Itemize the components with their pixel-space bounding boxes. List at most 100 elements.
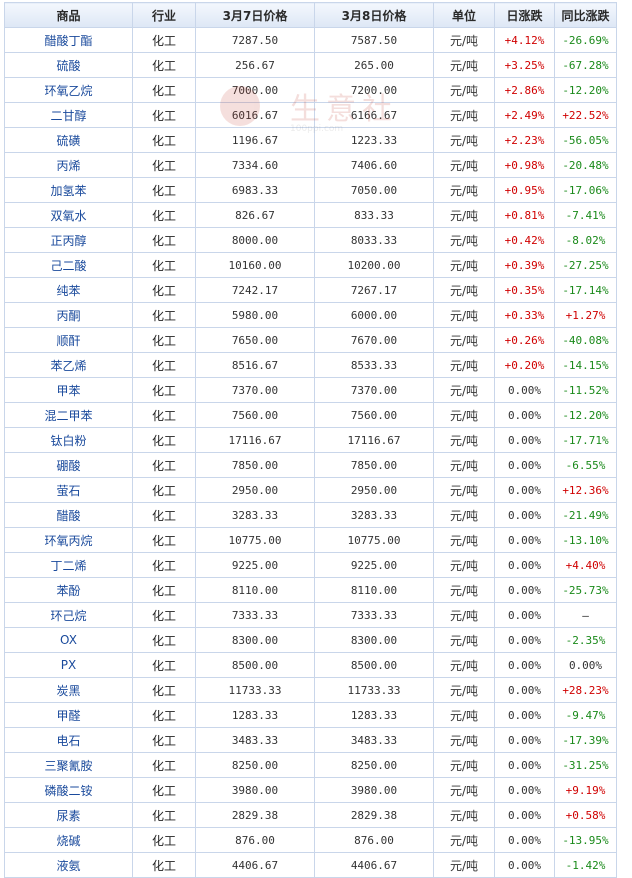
price-mar7: 5980.00: [195, 302, 315, 328]
product-name[interactable]: 环氧丙烷: [4, 527, 133, 553]
price-mar7: 7850.00: [195, 452, 315, 478]
daily-change: +0.81%: [494, 202, 555, 228]
industry-cell: 化工: [132, 152, 196, 178]
product-name[interactable]: 硫酸: [4, 52, 133, 78]
price-mar8: 17116.67: [314, 427, 434, 453]
daily-change: +4.12%: [494, 27, 555, 53]
daily-change: +0.33%: [494, 302, 555, 328]
product-name[interactable]: 硼酸: [4, 452, 133, 478]
table-row: 纯苯 化工 7242.17 7267.17 元/吨 +0.35% -17.14%: [4, 277, 617, 303]
product-name[interactable]: PX: [4, 652, 133, 678]
daily-change: +0.95%: [494, 177, 555, 203]
product-name[interactable]: 丙烯: [4, 152, 133, 178]
price-mar7: 4406.67: [195, 852, 315, 878]
header-name: 商品: [4, 2, 133, 28]
daily-change: +0.26%: [494, 327, 555, 353]
product-name[interactable]: 醋酸丁酯: [4, 27, 133, 53]
price-mar8: 1223.33: [314, 127, 434, 153]
unit-cell: 元/吨: [433, 277, 495, 303]
industry-cell: 化工: [132, 827, 196, 853]
product-name[interactable]: 萤石: [4, 477, 133, 503]
price-table: 商品 行业 3月7日价格 3月8日价格 单位 日涨跌 同比涨跌 醋酸丁酯 化工 72…: [4, 2, 617, 878]
product-name[interactable]: 混二甲苯: [4, 402, 133, 428]
product-name[interactable]: 二甘醇: [4, 102, 133, 128]
table-row: 电石 化工 3483.33 3483.33 元/吨 0.00% -17.39%: [4, 727, 617, 753]
price-mar8: 4406.67: [314, 852, 434, 878]
yoy-change: 0.00%: [554, 652, 617, 678]
price-mar7: 256.67: [195, 52, 315, 78]
yoy-change: -20.48%: [554, 152, 617, 178]
unit-cell: 元/吨: [433, 627, 495, 653]
price-mar8: 833.33: [314, 202, 434, 228]
unit-cell: 元/吨: [433, 702, 495, 728]
industry-cell: 化工: [132, 552, 196, 578]
product-name[interactable]: 丙酮: [4, 302, 133, 328]
yoy-change: -8.02%: [554, 227, 617, 253]
yoy-change: -2.35%: [554, 627, 617, 653]
product-name[interactable]: 正丙醇: [4, 227, 133, 253]
product-name[interactable]: 双氧水: [4, 202, 133, 228]
unit-cell: 元/吨: [433, 502, 495, 528]
product-name[interactable]: 三聚氰胺: [4, 752, 133, 778]
product-name[interactable]: 纯苯: [4, 277, 133, 303]
unit-cell: 元/吨: [433, 752, 495, 778]
price-mar7: 7560.00: [195, 402, 315, 428]
daily-change: +0.42%: [494, 227, 555, 253]
unit-cell: 元/吨: [433, 27, 495, 53]
yoy-change: -12.20%: [554, 77, 617, 103]
price-mar7: 826.67: [195, 202, 315, 228]
daily-change: 0.00%: [494, 602, 555, 628]
yoy-change: -11.52%: [554, 377, 617, 403]
price-mar8: 7267.17: [314, 277, 434, 303]
price-mar8: 7050.00: [314, 177, 434, 203]
industry-cell: 化工: [132, 727, 196, 753]
industry-cell: 化工: [132, 752, 196, 778]
unit-cell: 元/吨: [433, 677, 495, 703]
price-mar7: 3483.33: [195, 727, 315, 753]
industry-cell: 化工: [132, 127, 196, 153]
product-name[interactable]: 烧碱: [4, 827, 133, 853]
yoy-change: -6.55%: [554, 452, 617, 478]
product-name[interactable]: 环氧乙烷: [4, 77, 133, 103]
unit-cell: 元/吨: [433, 777, 495, 803]
product-name[interactable]: 甲醛: [4, 702, 133, 728]
product-name[interactable]: 液氨: [4, 852, 133, 878]
product-name[interactable]: 磷酸二铵: [4, 777, 133, 803]
price-mar8: 7670.00: [314, 327, 434, 353]
product-name[interactable]: 甲苯: [4, 377, 133, 403]
yoy-change: -26.69%: [554, 27, 617, 53]
product-name[interactable]: 苯乙烯: [4, 352, 133, 378]
daily-change: +3.25%: [494, 52, 555, 78]
product-name[interactable]: OX: [4, 627, 133, 653]
daily-change: +0.39%: [494, 252, 555, 278]
table-row: PX 化工 8500.00 8500.00 元/吨 0.00% 0.00%: [4, 652, 617, 678]
product-name[interactable]: 加氢苯: [4, 177, 133, 203]
product-name[interactable]: 顺酐: [4, 327, 133, 353]
product-name[interactable]: 电石: [4, 727, 133, 753]
industry-cell: 化工: [132, 852, 196, 878]
product-name[interactable]: 环己烷: [4, 602, 133, 628]
table-row: 硼酸 化工 7850.00 7850.00 元/吨 0.00% -6.55%: [4, 452, 617, 478]
price-mar8: 2829.38: [314, 802, 434, 828]
price-mar8: 10775.00: [314, 527, 434, 553]
product-name[interactable]: 炭黑: [4, 677, 133, 703]
product-name[interactable]: 丁二烯: [4, 552, 133, 578]
table-row: 液氨 化工 4406.67 4406.67 元/吨 0.00% -1.42%: [4, 852, 617, 878]
product-name[interactable]: 硫磺: [4, 127, 133, 153]
unit-cell: 元/吨: [433, 127, 495, 153]
table-row: 混二甲苯 化工 7560.00 7560.00 元/吨 0.00% -12.20%: [4, 402, 617, 428]
product-name[interactable]: 钛白粉: [4, 427, 133, 453]
unit-cell: 元/吨: [433, 327, 495, 353]
price-mar8: 10200.00: [314, 252, 434, 278]
product-name[interactable]: 尿素: [4, 802, 133, 828]
unit-cell: 元/吨: [433, 302, 495, 328]
industry-cell: 化工: [132, 27, 196, 53]
product-name[interactable]: 苯酚: [4, 577, 133, 603]
unit-cell: 元/吨: [433, 727, 495, 753]
price-mar8: 7200.00: [314, 77, 434, 103]
price-mar7: 3283.33: [195, 502, 315, 528]
product-name[interactable]: 醋酸: [4, 502, 133, 528]
price-mar7: 9225.00: [195, 552, 315, 578]
yoy-change: -25.73%: [554, 577, 617, 603]
product-name[interactable]: 己二酸: [4, 252, 133, 278]
